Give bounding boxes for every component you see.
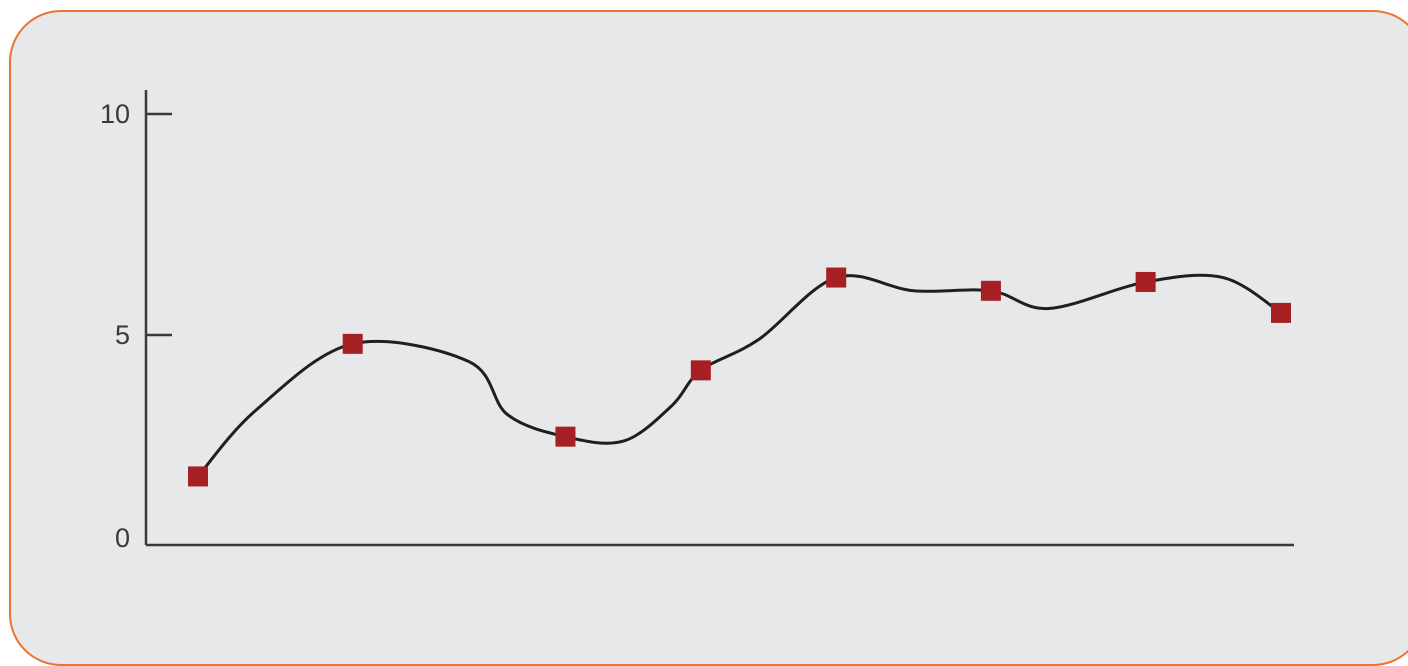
- markers-layer: [188, 267, 1291, 487]
- data-point-3: [555, 426, 576, 447]
- chart-card: [9, 10, 1408, 666]
- y-tick-label-0: 0: [115, 523, 130, 553]
- line-chart: 0 5 10: [100, 90, 1294, 553]
- data-point-7: [1135, 271, 1156, 292]
- data-point-2: [342, 333, 363, 354]
- series-line-layer: [196, 273, 1283, 478]
- series-line: [196, 273, 1283, 478]
- data-point-5: [826, 267, 847, 288]
- data-point-6: [980, 280, 1001, 301]
- y-tick-label-5: 5: [115, 320, 130, 350]
- data-point-8: [1271, 302, 1291, 323]
- data-point-1: [188, 466, 208, 487]
- axes: 0 5 10: [100, 90, 1294, 553]
- data-point-4: [690, 360, 711, 381]
- y-tick-label-10: 10: [100, 99, 130, 129]
